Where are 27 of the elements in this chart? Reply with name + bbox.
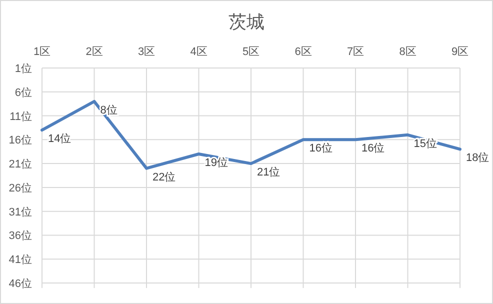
xtick: 1区 — [33, 46, 51, 58]
xtick: 3区 — [138, 46, 156, 58]
xtick: 9区 — [451, 46, 469, 58]
ytick: 36位 — [8, 230, 32, 242]
data-label: 18位 — [466, 152, 490, 164]
ytick: 6位 — [14, 86, 32, 99]
data-label: 16位 — [309, 142, 332, 155]
ytick: 16位 — [8, 134, 32, 147]
xtick: 6区 — [294, 46, 312, 58]
xtick: 8区 — [399, 46, 416, 58]
ytick: 26位 — [8, 182, 32, 194]
ytick: 21位 — [8, 158, 32, 171]
ytick: 31位 — [8, 206, 32, 218]
data-label: 16位 — [362, 142, 385, 155]
data-label: 14位 — [48, 133, 72, 146]
xtick: 5区 — [242, 46, 260, 58]
data-label: 22位 — [152, 171, 176, 184]
data-label: 19位 — [204, 157, 228, 169]
title: 茨城 — [228, 12, 264, 32]
ytick: 1位 — [14, 63, 32, 75]
xtick: 2区 — [86, 46, 103, 58]
ytick: 46位 — [8, 278, 32, 290]
xtick: 4区 — [190, 46, 208, 58]
xtick: 7区 — [346, 46, 364, 58]
data-label: 21位 — [257, 166, 280, 179]
ytick: 41位 — [8, 254, 32, 266]
ytick: 11位 — [10, 110, 32, 123]
